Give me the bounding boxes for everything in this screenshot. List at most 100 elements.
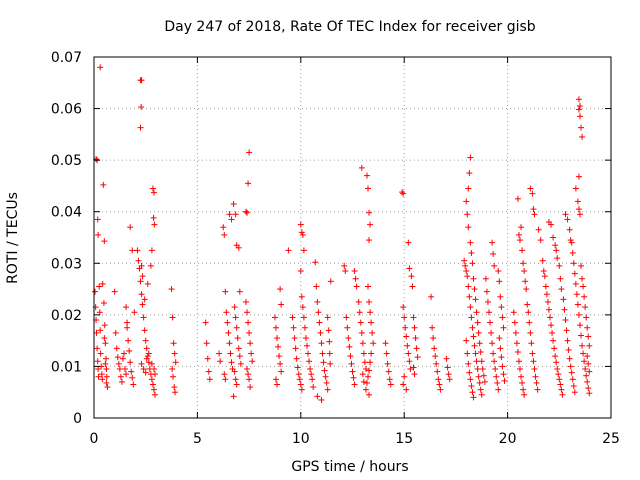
- data-point: [232, 376, 239, 383]
- data-point: [103, 366, 110, 373]
- data-point: [94, 345, 101, 352]
- data-point: [487, 319, 494, 326]
- data-point: [353, 283, 360, 290]
- data-point: [553, 247, 560, 254]
- data-point: [529, 190, 536, 197]
- data-point: [530, 358, 537, 365]
- data-point: [233, 324, 240, 331]
- data-point: [170, 340, 177, 347]
- data-point: [100, 181, 107, 188]
- data-point: [476, 379, 483, 386]
- data-point: [96, 309, 103, 316]
- data-point: [357, 319, 364, 326]
- data-point: [469, 324, 476, 331]
- data-point: [514, 195, 521, 202]
- data-point: [468, 383, 475, 390]
- data-point: [488, 329, 495, 336]
- data-point: [95, 231, 102, 238]
- data-point: [360, 378, 367, 385]
- data-point: [477, 386, 484, 393]
- data-point: [296, 376, 303, 383]
- data-point: [274, 335, 281, 342]
- data-point: [169, 373, 176, 380]
- data-point: [524, 301, 531, 308]
- data-point: [96, 283, 103, 290]
- data-point: [400, 304, 407, 311]
- data-point: [344, 324, 351, 331]
- y-tick-label: 0.05: [51, 153, 82, 169]
- data-point: [276, 353, 283, 360]
- data-point: [510, 309, 517, 316]
- data-point: [277, 286, 284, 293]
- data-point: [551, 345, 558, 352]
- data-point: [322, 373, 329, 380]
- data-point: [476, 340, 483, 347]
- data-point: [149, 185, 156, 192]
- data-point: [278, 301, 285, 308]
- data-point: [567, 237, 574, 244]
- data-point: [120, 350, 127, 357]
- data-point: [578, 124, 585, 131]
- data-point: [124, 319, 131, 326]
- data-point: [432, 353, 439, 360]
- data-point: [359, 340, 366, 347]
- data-point: [220, 224, 227, 231]
- data-point: [471, 342, 478, 349]
- data-point: [468, 249, 475, 256]
- data-point: [131, 309, 138, 316]
- data-point: [144, 280, 151, 287]
- data-point: [558, 286, 565, 293]
- data-point: [168, 286, 175, 293]
- data-point: [511, 319, 518, 326]
- data-point: [564, 216, 571, 223]
- data-point: [139, 301, 146, 308]
- data-point: [554, 255, 561, 262]
- data-point: [563, 327, 570, 334]
- data-point: [326, 350, 333, 357]
- data-point: [569, 249, 576, 256]
- data-point: [470, 275, 477, 282]
- data-point: [465, 360, 472, 367]
- data-point: [548, 322, 555, 329]
- data-point: [360, 350, 367, 357]
- data-point: [278, 368, 285, 375]
- data-point: [172, 389, 179, 396]
- data-point: [496, 278, 503, 285]
- data-point: [246, 376, 253, 383]
- data-point: [366, 209, 373, 216]
- data-point: [318, 340, 325, 347]
- data-point: [169, 314, 176, 321]
- data-point: [116, 366, 123, 373]
- data-point: [118, 378, 125, 385]
- data-point: [366, 367, 373, 374]
- data-point: [500, 371, 507, 378]
- data-point: [363, 172, 370, 179]
- data-point: [127, 359, 134, 366]
- data-point: [534, 386, 541, 393]
- data-point: [309, 376, 316, 383]
- data-point: [316, 319, 323, 326]
- data-point: [224, 319, 231, 326]
- data-point: [147, 262, 154, 269]
- data-point: [300, 314, 307, 321]
- data-point: [129, 374, 136, 381]
- data-point: [401, 373, 408, 380]
- data-point: [470, 394, 477, 401]
- data-point: [312, 259, 319, 266]
- data-point: [169, 366, 176, 373]
- data-point: [235, 244, 242, 251]
- x-tick-label: 10: [292, 431, 310, 447]
- data-point: [302, 335, 309, 342]
- data-point: [94, 358, 101, 365]
- data-point: [217, 358, 224, 365]
- data-point: [226, 211, 233, 218]
- data-point: [151, 221, 158, 228]
- data-point: [137, 124, 144, 131]
- data-point: [586, 342, 593, 349]
- data-point: [582, 366, 589, 373]
- data-point: [549, 329, 556, 336]
- data-point: [144, 353, 151, 360]
- data-point: [319, 350, 326, 357]
- data-point: [535, 226, 542, 233]
- data-point: [521, 391, 528, 398]
